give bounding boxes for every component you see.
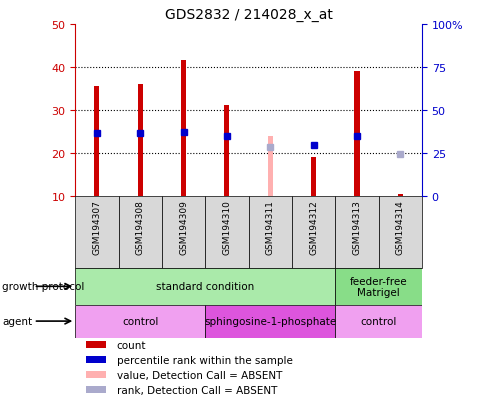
Text: rank, Detection Call = ABSENT: rank, Detection Call = ABSENT	[117, 385, 276, 395]
Bar	[75, 268, 334, 305]
Text: GSM194309: GSM194309	[179, 200, 188, 254]
Text: GSM194310: GSM194310	[222, 200, 231, 254]
Bar	[75, 196, 118, 268]
Bar	[94, 87, 99, 196]
Text: GSM194312: GSM194312	[308, 200, 318, 254]
Text: count: count	[117, 340, 146, 350]
Text: GSM194313: GSM194313	[352, 200, 361, 254]
Bar	[85, 342, 106, 349]
Text: GSM194314: GSM194314	[395, 200, 404, 254]
Text: growth protocol: growth protocol	[2, 282, 85, 292]
Bar	[354, 72, 359, 196]
Bar	[205, 305, 334, 338]
Bar	[85, 371, 106, 379]
Text: GSM194308: GSM194308	[136, 200, 144, 254]
Text: value, Detection Call = ABSENT: value, Detection Call = ABSENT	[117, 370, 282, 380]
Bar	[291, 196, 334, 268]
Bar	[137, 85, 142, 196]
Bar	[205, 196, 248, 268]
Bar	[75, 305, 205, 338]
Bar	[334, 196, 378, 268]
Text: GSM194307: GSM194307	[92, 200, 101, 254]
Bar	[267, 136, 272, 196]
Text: feeder-free
Matrigel: feeder-free Matrigel	[349, 276, 407, 297]
Text: GSM194311: GSM194311	[265, 200, 274, 254]
Bar	[397, 194, 402, 196]
Text: control: control	[122, 316, 158, 326]
Text: percentile rank within the sample: percentile rank within the sample	[117, 355, 292, 365]
Bar	[85, 356, 106, 363]
Text: agent: agent	[2, 316, 32, 326]
Bar	[378, 196, 421, 268]
Title: GDS2832 / 214028_x_at: GDS2832 / 214028_x_at	[164, 8, 332, 22]
Bar	[85, 386, 106, 394]
Text: control: control	[360, 316, 396, 326]
Bar	[181, 61, 186, 196]
Bar	[162, 196, 205, 268]
Bar	[224, 106, 229, 196]
Bar	[334, 268, 421, 305]
Bar	[248, 196, 291, 268]
Text: sphingosine-1-phosphate: sphingosine-1-phosphate	[204, 316, 336, 326]
Text: standard condition: standard condition	[156, 282, 254, 292]
Bar	[310, 158, 316, 196]
Bar	[334, 305, 421, 338]
Bar	[118, 196, 162, 268]
